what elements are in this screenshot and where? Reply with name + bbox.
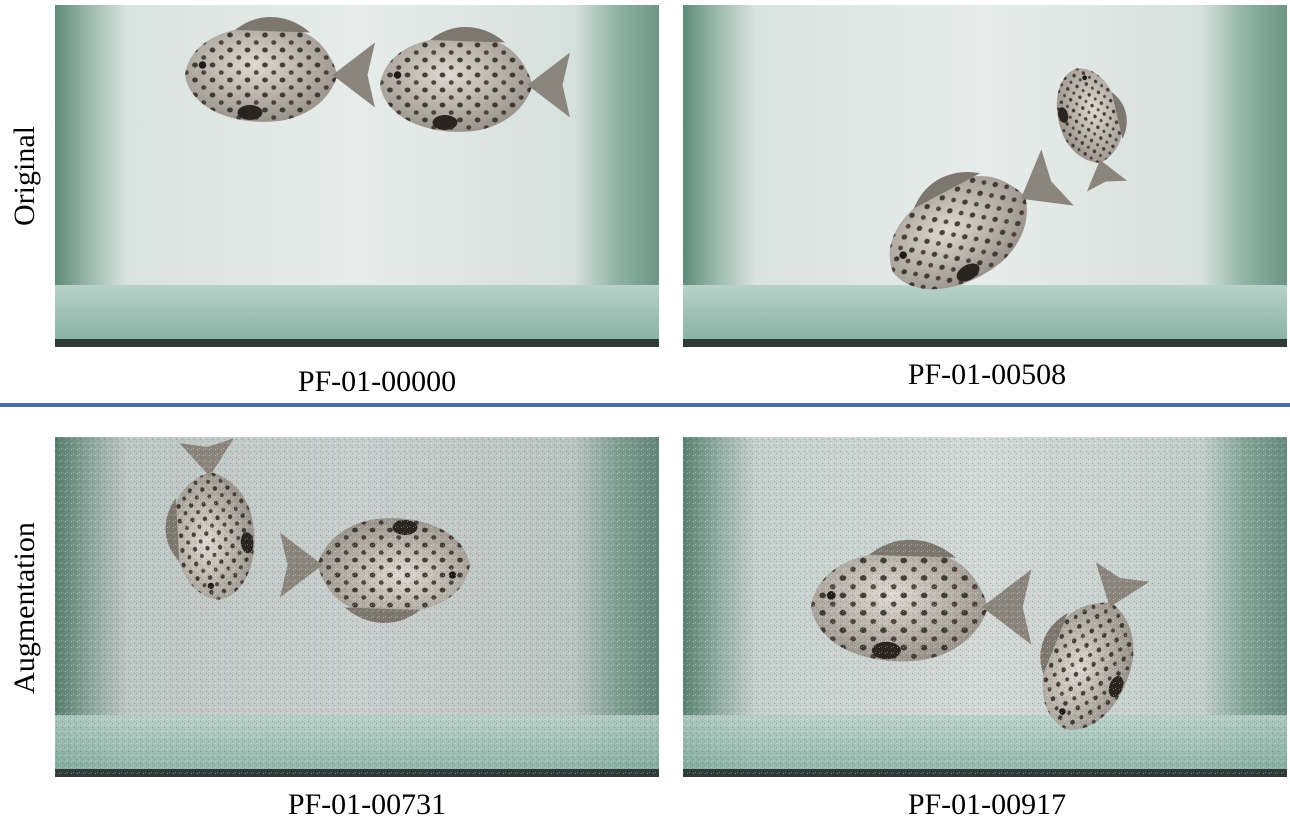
- fish-tank-photo-augmented-2: [683, 437, 1287, 777]
- panel-caption: PF-01-00731: [287, 788, 447, 821]
- panel-caption: PF-01-00000: [297, 365, 457, 398]
- row-label-text: Augmentation: [8, 522, 42, 694]
- fish-tank-photo-augmented-1: [55, 437, 659, 777]
- row-label-augmentation: Augmentation: [0, 437, 50, 779]
- fish-tank-photo-original-1: [55, 5, 659, 347]
- row-label-original: Original: [0, 5, 50, 347]
- fish-tank-photo-original-2: [683, 5, 1287, 347]
- panel-caption: PF-01-00508: [907, 358, 1067, 391]
- row-divider: [0, 403, 1290, 407]
- row-label-text: Original: [8, 126, 42, 226]
- panel-caption: PF-01-00917: [907, 788, 1067, 821]
